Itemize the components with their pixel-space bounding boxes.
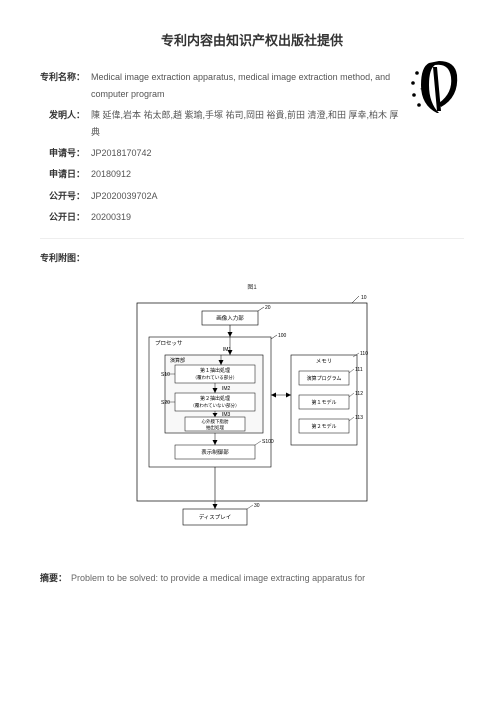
text-memory: メモリ (316, 358, 333, 365)
label-s10: S10 (161, 372, 170, 378)
label-112: 112 (355, 391, 363, 397)
page-title: 专利内容由知识产权出版社提供 (40, 30, 464, 49)
pub-date-label: 公开日： (40, 209, 85, 226)
app-date-label: 申请日： (40, 166, 85, 183)
figure-caption: 图1 (127, 282, 377, 291)
text-ext2b: （覆われていない部分） (190, 402, 239, 409)
label-111: 111 (355, 367, 363, 373)
patent-name-label: 专利名称： (40, 69, 85, 103)
app-date-value: 20180912 (91, 166, 464, 183)
label-100: 100 (278, 333, 287, 339)
label-im2: IM2 (222, 386, 231, 392)
text-input: 画像入力部 (216, 314, 244, 322)
patent-figure: 图1 10 画像入力部 20 プロセッサ 100 IM1 (127, 282, 377, 540)
abstract-label: 摘要： (40, 573, 67, 583)
abstract-row: 摘要： Problem to be solved: to provide a me… (40, 570, 464, 586)
abstract-text: Problem to be solved: to provide a medic… (71, 573, 365, 583)
app-no-label: 申请号： (40, 145, 85, 162)
label-30: 30 (254, 503, 260, 509)
text-ext1a: 第１抽出処理 (200, 367, 230, 374)
text-model1: 第１モデル (311, 399, 336, 406)
text-ext2a: 第２抽出処理 (200, 395, 230, 402)
text-model2: 第２モデル (311, 423, 336, 430)
pub-no-value: JP2020039702A (91, 188, 464, 205)
label-s20: S20 (161, 400, 170, 406)
text-processor: プロセッサ (155, 340, 183, 347)
text-dispctrl: 表示制御部 (201, 448, 229, 456)
publisher-logo (409, 55, 464, 120)
label-10: 10 (361, 295, 367, 301)
text-calc: 演算部 (170, 357, 185, 364)
pub-date-value: 20200319 (91, 209, 464, 226)
pub-no-label: 公开号： (40, 188, 85, 205)
text-prog: 演算プログラム (307, 375, 342, 382)
label-113: 113 (355, 415, 363, 421)
app-no-value: JP2018170742 (91, 145, 464, 162)
inventor-label: 发明人： (40, 107, 85, 141)
drawing-label: 专利附图： (40, 251, 464, 264)
label-110: 110 (360, 351, 368, 357)
text-epi1: 心外膜下脂肪 (202, 418, 229, 425)
label-s100: S100 (262, 439, 274, 445)
text-display: ディスプレイ (199, 513, 232, 521)
text-ext1b: （覆われている部分） (193, 374, 238, 381)
text-epi2: 抽出処理 (206, 424, 224, 431)
label-20: 20 (265, 305, 271, 311)
